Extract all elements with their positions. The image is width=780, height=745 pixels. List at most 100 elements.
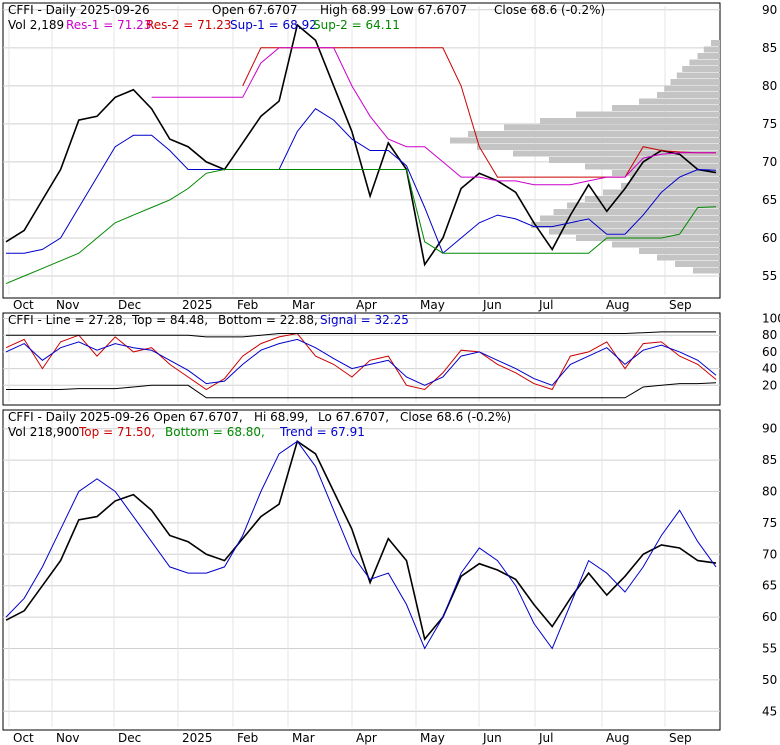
osc-bottom: Bottom = 22.88,: [218, 313, 318, 327]
y-tick-label: 85: [762, 453, 777, 467]
volume-profile-bar: [621, 183, 720, 189]
price-open: Open 67.6707: [212, 3, 298, 17]
volume-profile-bar: [585, 163, 720, 170]
y-tick-label: 90: [762, 3, 777, 17]
x-tick-label: 2025: [182, 731, 213, 745]
x-tick-label: Mar: [292, 298, 315, 312]
volume-profile-bar: [703, 46, 720, 53]
volume-profile-bar: [553, 209, 720, 215]
y-tick-label: 80: [762, 328, 777, 342]
volume-profile-bar: [540, 215, 720, 222]
trend-panel: 45 50 55 60 65 70 75 80 85 90 Oct Nov Dec 2025 Feb Mar…: [2, 409, 777, 745]
y-tick-label: 70: [762, 547, 777, 561]
res2-label: Res-2 = 71.23: [146, 18, 231, 32]
volume-profile-bar: [612, 105, 720, 111]
trend-grid: [3, 413, 720, 727]
y-tick-label: 90: [762, 422, 777, 436]
y-tick-label: 60: [762, 610, 777, 624]
volume-profile-bar: [612, 241, 720, 248]
volume-profile-bar: [567, 202, 720, 209]
trend-vol: Vol 218,900: [8, 425, 79, 439]
sup1-label: Sup-1 = 68.92: [230, 18, 317, 32]
x-tick-label: Aug: [606, 298, 629, 312]
trend-series: [5, 440, 717, 650]
y-tick-label: 55: [762, 642, 777, 656]
x-tick-label: Dec: [118, 731, 141, 745]
volume-profile-bar: [612, 170, 720, 176]
volume-profile-bar: [657, 254, 720, 261]
x-tick-label: Jul: [538, 298, 553, 312]
price-low: Low 67.6707: [390, 3, 467, 17]
trend-hi: Hi 68.99,: [254, 410, 308, 424]
volume-profile-bar: [549, 228, 720, 235]
volume-profile-bar: [676, 72, 720, 79]
y-tick-label: 80: [762, 79, 777, 93]
series-line-close: [5, 23, 717, 267]
volume-profile-bar: [549, 157, 720, 163]
y-tick-label: 20: [762, 378, 777, 392]
volume-profile-bar: [689, 59, 720, 66]
x-tick-label: Dec: [118, 298, 141, 312]
x-tick-label: Apr: [356, 731, 377, 745]
volume-profile-bar: [540, 118, 720, 124]
y-tick-label: 75: [762, 117, 777, 131]
trend-close: Close 68.6 (-0.2%): [400, 410, 511, 424]
trend-lo: Lo 67.6707,: [318, 410, 389, 424]
price-title: CFFI - Daily 2025-09-26: [8, 3, 150, 17]
volume-profile-bar: [477, 144, 720, 150]
volume-profile-bar: [682, 66, 720, 72]
trend-panel-frame: [2, 409, 721, 731]
price-y-axis: 55 60 65 70 75 80 85 90: [762, 3, 777, 283]
volume-profile-bar: [513, 150, 720, 157]
y-tick-label: 80: [762, 485, 777, 499]
res1-label: Res-1 = 71.23: [66, 18, 151, 32]
volume-profile-bar: [664, 85, 720, 92]
trend-bottom: Bottom = 68.80,: [165, 425, 265, 439]
trend-top: Top = 71.50,: [78, 425, 155, 439]
price-panel: 55 60 65 70 75 80 85 90 Oct Nov Dec 2025 Feb Mar Apr M…: [2, 2, 777, 312]
trend-title: CFFI - Daily 2025-09-26 Open 67.6707,: [8, 410, 243, 424]
volume-profile-bar: [450, 137, 720, 144]
x-tick-label: Oct: [13, 731, 34, 745]
volume-profile-bar: [630, 176, 720, 183]
x-tick-label: Nov: [56, 298, 79, 312]
volume-profile-bar: [576, 111, 720, 118]
oscillator-y-axis: 20 40 60 80 100: [762, 312, 780, 393]
y-tick-label: 65: [762, 193, 777, 207]
y-tick-label: 85: [762, 41, 777, 55]
series-line-bottom: [6, 382, 717, 399]
x-tick-label: Aug: [606, 731, 629, 745]
x-tick-label: Jun: [482, 731, 502, 745]
series-line-trend: [5, 440, 717, 650]
volume-profile-bar: [670, 79, 720, 85]
x-tick-label: Apr: [356, 298, 377, 312]
y-tick-label: 100: [762, 312, 780, 326]
volume-profile-bar: [639, 98, 720, 105]
volume-profile-bar: [675, 261, 720, 267]
x-tick-label: Jul: [538, 731, 553, 745]
series-line-signal: [5, 338, 717, 386]
x-tick-label: Feb: [237, 298, 258, 312]
oscillator-series: [5, 331, 717, 399]
series-line-close: [5, 440, 717, 641]
oscillator-grid: [3, 316, 720, 402]
x-tick-label: May: [420, 731, 445, 745]
y-tick-label: 60: [762, 345, 777, 359]
osc-signal: Signal = 32.25: [320, 313, 409, 327]
volume-profile-bar: [639, 248, 720, 254]
x-tick-label: Mar: [292, 731, 315, 745]
oscillator-panel-frame: [2, 312, 721, 406]
y-tick-label: 45: [762, 704, 777, 718]
volume-profile-bar: [585, 196, 720, 202]
x-tick-label: Jun: [482, 298, 502, 312]
x-tick-label: Feb: [237, 731, 258, 745]
series-line-top: [6, 331, 716, 338]
trend-y-axis: 45 50 55 60 65 70 75 80 85 90: [762, 422, 777, 719]
sup2-label: Sup-2 = 64.11: [313, 18, 400, 32]
volume-profile-bar: [657, 92, 720, 98]
x-tick-label: Sep: [669, 731, 692, 745]
volume-profile-bar: [468, 131, 720, 137]
price-high: High 68.99: [320, 3, 386, 17]
volume-profile-bar: [693, 267, 720, 274]
y-tick-label: 65: [762, 579, 777, 593]
